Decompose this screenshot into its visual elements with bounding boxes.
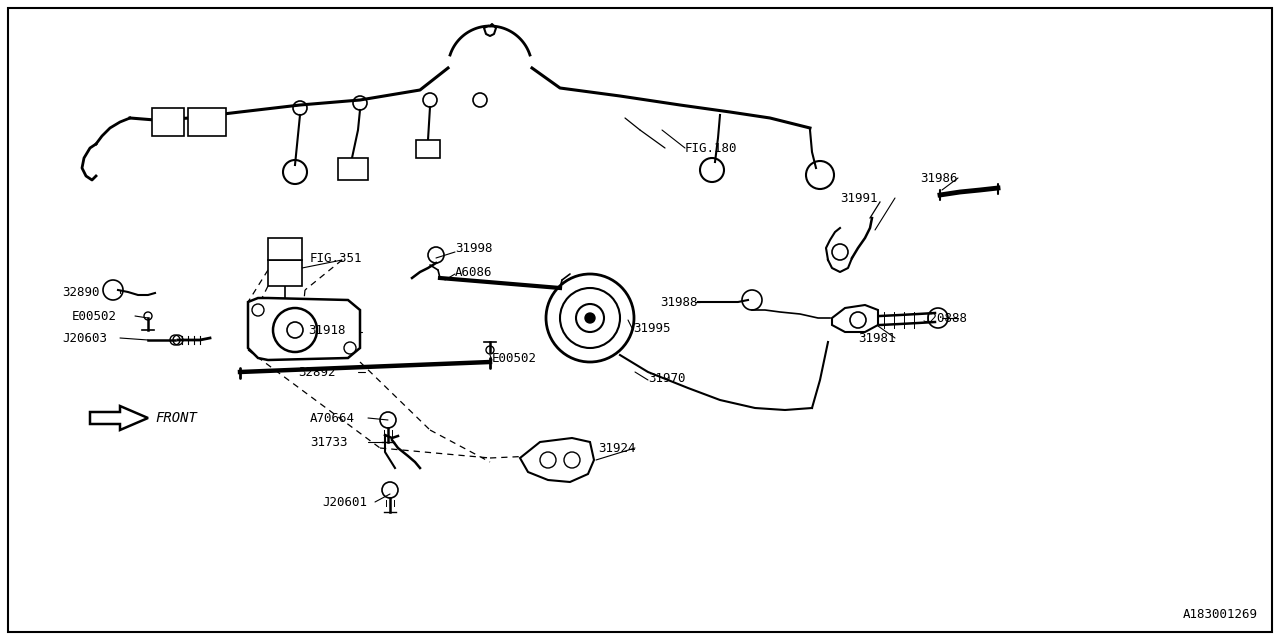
Bar <box>188 108 227 136</box>
Polygon shape <box>832 305 878 332</box>
Text: 31924: 31924 <box>598 442 635 454</box>
Text: J20603: J20603 <box>61 332 108 344</box>
Bar <box>416 140 440 158</box>
Circle shape <box>585 313 595 323</box>
Text: FIG.180: FIG.180 <box>685 141 737 154</box>
Polygon shape <box>90 406 148 430</box>
Text: 31995: 31995 <box>634 321 671 335</box>
Text: 31733: 31733 <box>310 435 347 449</box>
Text: 31991: 31991 <box>840 191 878 205</box>
Text: A183001269: A183001269 <box>1183 609 1258 621</box>
Bar <box>338 158 369 180</box>
Text: 31988: 31988 <box>660 296 698 308</box>
Text: FIG.351: FIG.351 <box>310 252 362 264</box>
Text: A70664: A70664 <box>310 412 355 424</box>
Text: J20888: J20888 <box>922 312 966 324</box>
Text: A6086: A6086 <box>454 266 493 278</box>
Bar <box>268 238 302 260</box>
Text: E00502: E00502 <box>72 310 116 323</box>
Text: 32892: 32892 <box>298 365 335 378</box>
Text: 32890: 32890 <box>61 287 100 300</box>
Text: J20601: J20601 <box>323 495 367 509</box>
Polygon shape <box>520 438 594 482</box>
Polygon shape <box>248 298 360 360</box>
Text: E00502: E00502 <box>492 351 538 365</box>
Text: 31918: 31918 <box>308 323 346 337</box>
Text: 31998: 31998 <box>454 241 493 255</box>
Bar <box>268 260 302 286</box>
Bar <box>152 108 184 136</box>
Text: 31981: 31981 <box>858 332 896 344</box>
Text: 31970: 31970 <box>648 371 686 385</box>
Text: FRONT: FRONT <box>155 411 197 425</box>
Text: 31986: 31986 <box>920 172 957 184</box>
